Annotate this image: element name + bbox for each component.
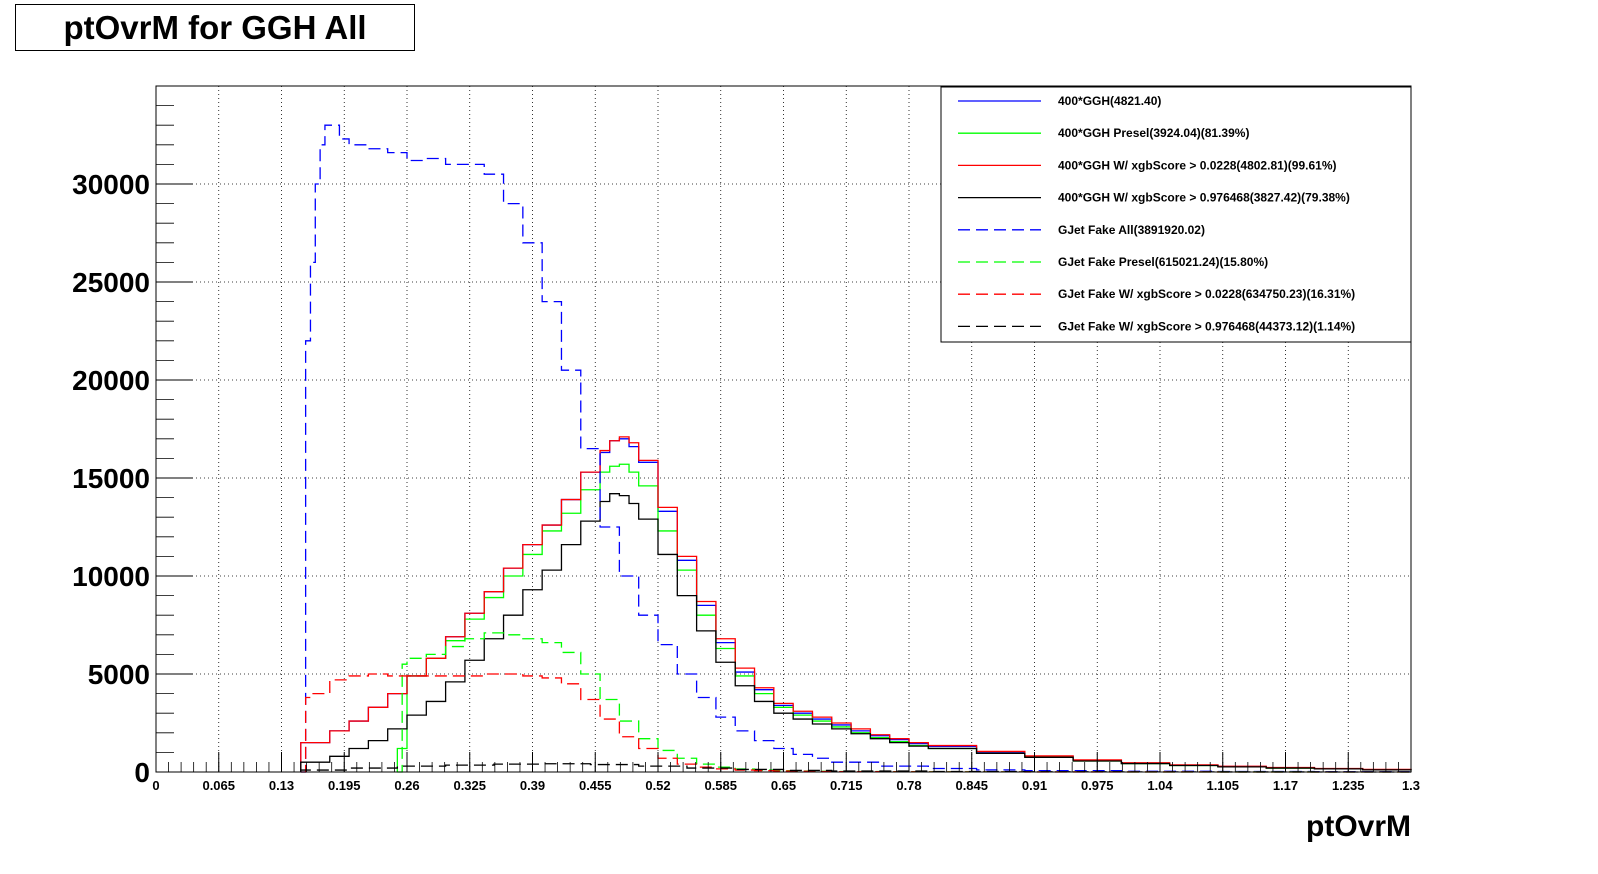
x-tick-label: 1.17 bbox=[1273, 778, 1298, 793]
chart-title-box: ptOvrM for GGH All bbox=[15, 4, 415, 51]
x-tick-label: 0.91 bbox=[1022, 778, 1047, 793]
axes: 0 0.065 0.13 0.195 0.26 0.325 0.39 0.455 0.52 0.5… bbox=[72, 85, 1420, 793]
legend-entry-label: 400*GGH W/ xgbScore > 0.976468(3827.42)(… bbox=[1058, 191, 1350, 205]
x-tick-label: 0.975 bbox=[1081, 778, 1114, 793]
x-axis-label: ptOvrM bbox=[1306, 810, 1411, 843]
chart-title: ptOvrM for GGH All bbox=[63, 8, 367, 46]
x-tick-label: 0.26 bbox=[394, 778, 419, 793]
x-tick-label: 0.455 bbox=[579, 778, 612, 793]
y-tick-label: 0 bbox=[134, 757, 150, 788]
x-tick-label: 0.78 bbox=[896, 778, 921, 793]
legend-entry-label: GJet Fake All(3891920.02) bbox=[1058, 223, 1205, 237]
legend-box bbox=[940, 86, 1412, 343]
legend-entry-label: GJet Fake Presel(615021.24)(15.80%) bbox=[1058, 255, 1268, 269]
y-tick-label: 10000 bbox=[72, 561, 150, 592]
series-line-2 bbox=[300, 436, 1412, 772]
legend: 400*GGH(4821.40) 400*GGH Presel(3924.04)(… bbox=[940, 86, 1412, 343]
x-tick-label: 1.105 bbox=[1206, 778, 1239, 793]
x-tick-label: 0.39 bbox=[520, 778, 545, 793]
series-line-6 bbox=[300, 673, 1411, 773]
y-tick-label: 5000 bbox=[88, 659, 150, 690]
legend-entry-label: 400*GGH W/ xgbScore > 0.0228(4802.81)(99… bbox=[1058, 158, 1336, 172]
y-tick-label: 20000 bbox=[72, 365, 150, 396]
x-tick-label: 0 bbox=[152, 778, 159, 793]
series-line-5 bbox=[397, 632, 1412, 773]
x-tick-label: 0.65 bbox=[771, 778, 796, 793]
x-tick-label: 0.065 bbox=[202, 778, 235, 793]
legend-entry-label: 400*GGH(4821.40) bbox=[1058, 94, 1161, 108]
x-tick-label: 0.845 bbox=[955, 778, 988, 793]
legend-entry-label: GJet Fake W/ xgbScore > 0.0228(634750.23… bbox=[1058, 287, 1355, 301]
legend-entry-label: 400*GGH Presel(3924.04)(81.39%) bbox=[1058, 126, 1249, 140]
legend-entry-label: GJet Fake W/ xgbScore > 0.976468(44373.1… bbox=[1058, 319, 1355, 333]
x-tick-label: 0.715 bbox=[830, 778, 863, 793]
x-tick-label: 0.585 bbox=[704, 778, 737, 793]
x-tick-label: 0.325 bbox=[453, 778, 486, 793]
y-tick-label: 25000 bbox=[72, 267, 150, 298]
y-tick-label: 30000 bbox=[72, 169, 150, 200]
x-tick-label: 0.13 bbox=[269, 778, 294, 793]
series-line-0 bbox=[300, 438, 1412, 772]
x-tick-label: 1.235 bbox=[1332, 778, 1365, 793]
plot-frame bbox=[155, 85, 1412, 773]
y-tick-label: 15000 bbox=[72, 463, 150, 494]
series-line-3 bbox=[300, 493, 1412, 772]
series-line-7 bbox=[300, 763, 1412, 773]
x-tick-label: 1.3 bbox=[1402, 778, 1420, 793]
series-line-1 bbox=[396, 463, 1412, 772]
x-tick-label: 1.04 bbox=[1147, 778, 1173, 793]
series-line-4 bbox=[300, 124, 1412, 773]
x-tick-label: 0.195 bbox=[328, 778, 361, 793]
x-tick-label: 0.52 bbox=[645, 778, 670, 793]
